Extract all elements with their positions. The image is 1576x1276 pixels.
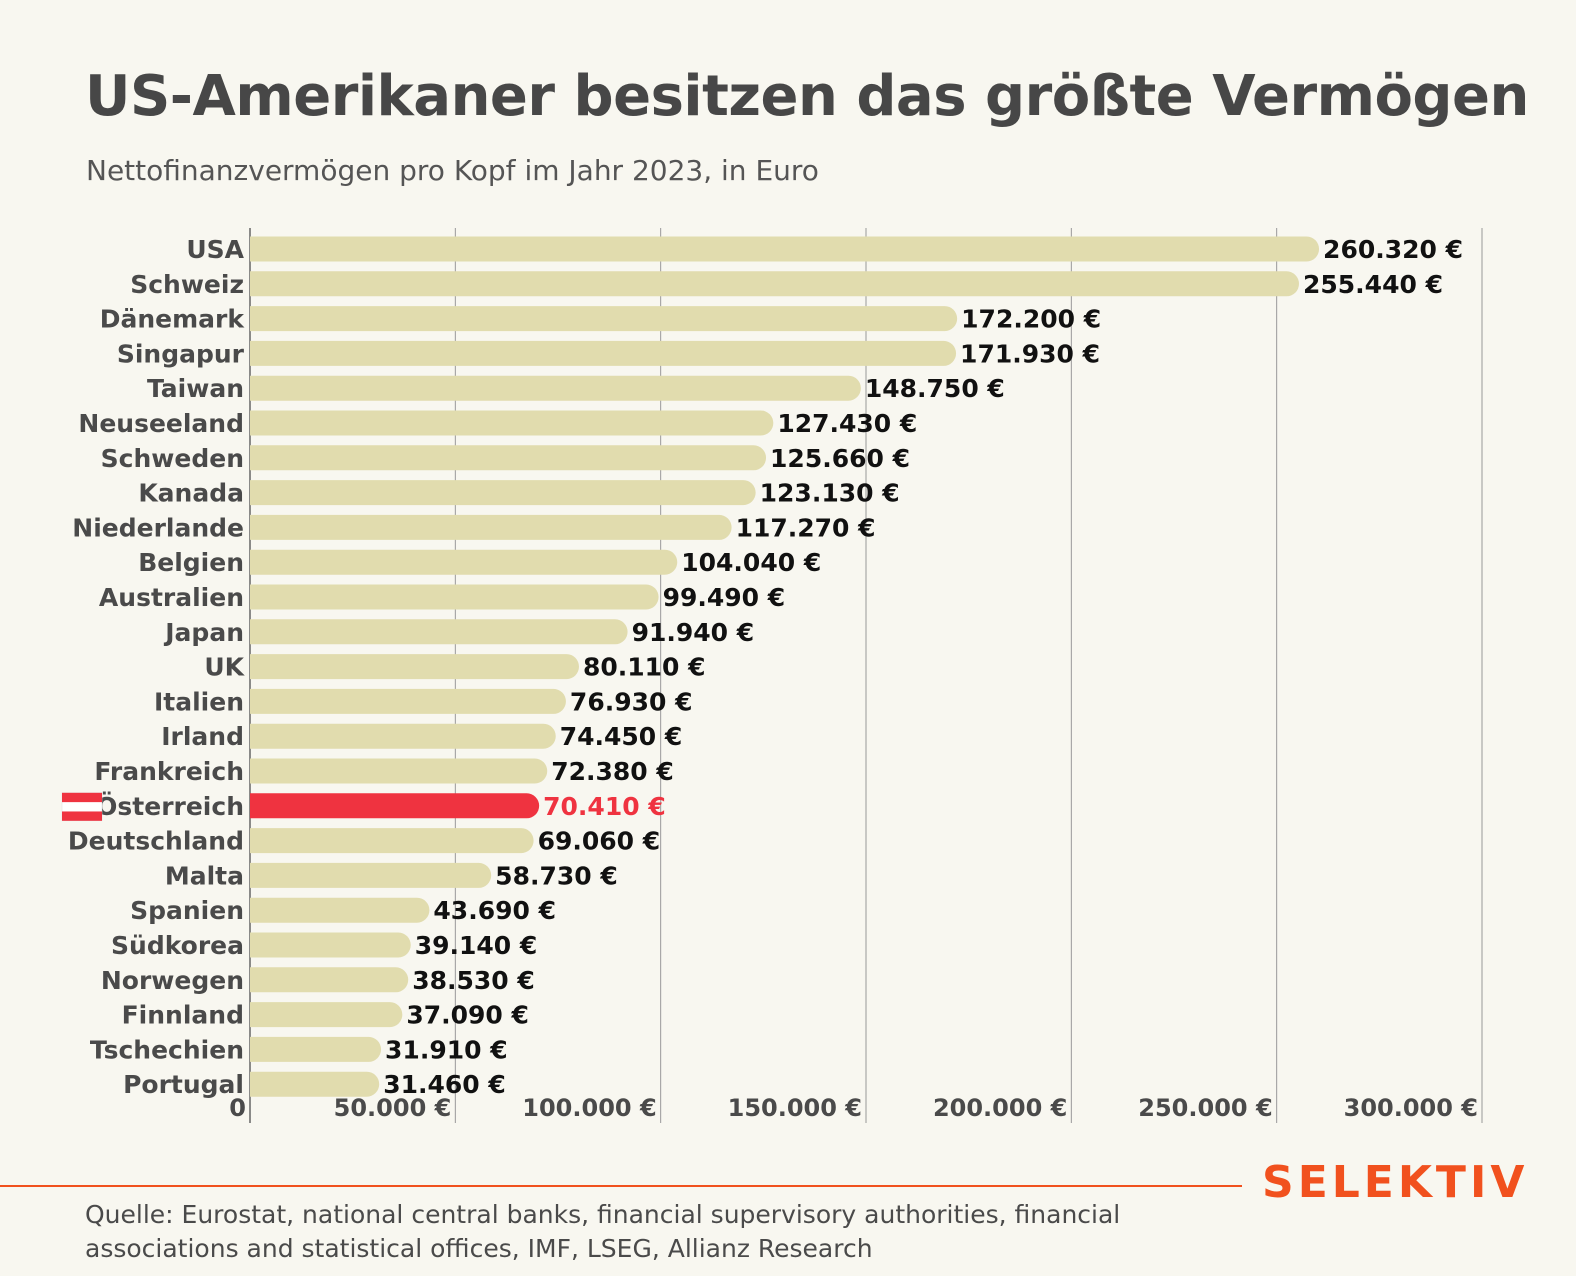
bar: [250, 897, 430, 923]
bar: [250, 584, 659, 610]
bar: [250, 480, 756, 506]
value-label: 72.380 €: [551, 757, 674, 786]
value-label: 99.490 €: [663, 583, 786, 612]
category-label: Finnland: [122, 1001, 244, 1030]
value-label: 74.450 €: [560, 722, 683, 751]
value-label: 123.130 €: [760, 479, 900, 508]
category-label: Belgien: [138, 548, 244, 577]
bar: [250, 828, 534, 854]
category-label: Niederlande: [72, 513, 244, 542]
category-label: Deutschland: [68, 827, 244, 856]
x-tick-label: 300.000 €: [1344, 1094, 1478, 1122]
category-label: Österreich: [96, 791, 244, 821]
category-label: Portugal: [123, 1070, 244, 1099]
category-label: Taiwan: [147, 374, 244, 403]
value-label: 31.910 €: [385, 1035, 508, 1064]
x-tick-label: 0: [229, 1094, 246, 1122]
x-tick-label: 150.000 €: [728, 1094, 862, 1122]
flag-stripe-red-bottom: [62, 811, 102, 821]
value-label: 43.690 €: [433, 896, 556, 925]
category-label: Malta: [165, 861, 244, 890]
value-label: 80.110 €: [583, 653, 706, 682]
value-label: 39.140 €: [415, 931, 538, 960]
bar: [250, 271, 1300, 297]
category-label: Australien: [99, 583, 244, 612]
category-label: Dänemark: [100, 305, 246, 334]
category-label: Frankreich: [94, 757, 244, 786]
value-label: 127.430 €: [777, 409, 917, 438]
value-label: 255.440 €: [1303, 270, 1443, 299]
category-label: Japan: [163, 618, 244, 647]
bar: [250, 375, 861, 401]
value-label: 91.940 €: [632, 618, 755, 647]
bar: [250, 793, 540, 819]
category-label: Irland: [161, 722, 244, 751]
bar-chart: USA 260.320 € Schweiz 255.440 € Dänemark 172.…: [61, 228, 1483, 1123]
x-tick-label: 100.000 €: [522, 1094, 656, 1122]
bar: [250, 1036, 382, 1062]
category-label: Spanien: [130, 896, 244, 925]
bar: [250, 723, 556, 749]
austria-flag-icon: [61, 792, 103, 822]
x-tick-label: 50.000 €: [334, 1094, 452, 1122]
value-label: 104.040 €: [681, 548, 821, 577]
value-label: 260.320 €: [1323, 235, 1463, 264]
value-label: 171.930 €: [960, 339, 1100, 368]
value-label: 31.460 €: [383, 1070, 506, 1099]
bar: [250, 340, 957, 366]
bar: [250, 410, 774, 436]
value-label: 69.060 €: [538, 827, 661, 856]
category-label: Neuseeland: [78, 409, 244, 438]
source-note: Quelle: Eurostat, national central banks…: [85, 1200, 1121, 1263]
bar: [250, 688, 566, 714]
bar: [250, 1071, 380, 1097]
category-label: Italien: [154, 687, 244, 716]
bar: [250, 758, 548, 784]
bar: [250, 862, 492, 888]
category-label: Schweiz: [130, 270, 244, 299]
category-label: Schweden: [101, 444, 244, 473]
value-label: 117.270 €: [736, 513, 876, 542]
bar: [250, 967, 409, 993]
bar: [250, 549, 678, 575]
category-label: Südkorea: [111, 931, 244, 960]
bar: [250, 654, 579, 680]
value-label: 148.750 €: [865, 374, 1005, 403]
chart-title: US-Amerikaner besitzen das größte Vermög…: [85, 64, 1529, 129]
bar: [250, 236, 1320, 262]
value-label: 58.730 €: [495, 861, 618, 890]
bar: [250, 619, 628, 645]
flag-stripe-red-top: [62, 792, 102, 803]
bar: [250, 932, 411, 958]
bar: [250, 306, 958, 332]
value-label: 76.930 €: [570, 687, 693, 716]
x-tick-label: 200.000 €: [933, 1094, 1067, 1122]
bar: [250, 1002, 403, 1028]
bar: [250, 514, 732, 540]
x-tick-label: 250.000 €: [1138, 1094, 1272, 1122]
category-label: USA: [186, 235, 244, 264]
chart-subtitle: Nettofinanzvermögen pro Kopf im Jahr 202…: [86, 154, 819, 187]
value-label: 37.090 €: [406, 1001, 529, 1030]
brand-logo: SELEKTIV: [1262, 1157, 1529, 1208]
bar: [250, 445, 767, 471]
value-label: 70.410 €: [543, 792, 666, 821]
category-label: Norwegen: [101, 966, 244, 995]
category-label: Kanada: [138, 479, 244, 508]
category-label: UK: [204, 653, 245, 682]
category-label: Singapur: [117, 339, 245, 368]
value-label: 38.530 €: [412, 966, 535, 995]
value-label: 125.660 €: [770, 444, 910, 473]
value-label: 172.200 €: [961, 305, 1101, 334]
footer-divider: [0, 1185, 1242, 1187]
category-label: Tschechien: [90, 1035, 244, 1064]
